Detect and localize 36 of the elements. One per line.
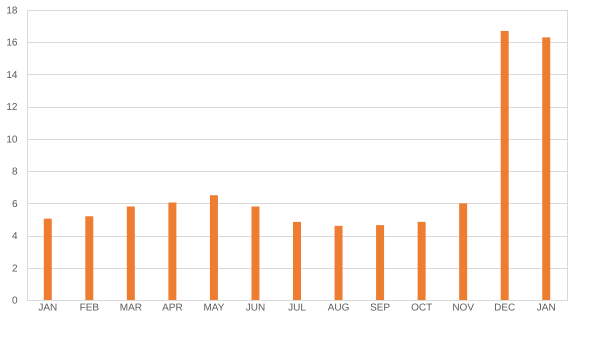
bar xyxy=(85,216,94,300)
bar xyxy=(459,203,468,300)
bar xyxy=(126,206,135,300)
x-tick-label: JAN xyxy=(536,302,556,314)
bar xyxy=(251,206,260,300)
x-tick-label: MAY xyxy=(203,302,225,314)
x-tick-label: JUN xyxy=(246,302,266,314)
x-tick-label: OCT xyxy=(411,302,432,314)
x-tick-label: AUG xyxy=(328,302,350,314)
x-tick-label: DEC xyxy=(494,302,516,314)
x-tick-label: APR xyxy=(162,302,183,314)
bar xyxy=(293,222,301,300)
x-tick-label: FEB xyxy=(80,302,100,314)
bar xyxy=(418,222,426,300)
y-tick-label: 10 xyxy=(6,134,18,146)
x-tick-label: JAN xyxy=(38,302,58,314)
bar xyxy=(168,202,176,300)
bar xyxy=(542,37,550,300)
y-tick-label: 12 xyxy=(6,102,18,114)
x-tick-label: NOV xyxy=(452,302,474,314)
y-tick-label: 8 xyxy=(12,166,18,178)
bar xyxy=(210,195,218,300)
y-tick-label: 18 xyxy=(6,6,18,16)
bar xyxy=(334,226,343,300)
y-tick-label: 14 xyxy=(6,70,18,81)
y-tick-label: 16 xyxy=(6,38,18,49)
y-tick-label: 0 xyxy=(12,296,18,306)
y-tick-label: 2 xyxy=(12,263,18,274)
bar xyxy=(44,218,52,300)
bar xyxy=(376,225,384,300)
y-tick-label: 4 xyxy=(12,231,18,242)
y-tick-label: 6 xyxy=(12,198,18,210)
bar xyxy=(500,30,509,300)
x-tick-label: MAR xyxy=(120,302,142,314)
x-tick-label: JUL xyxy=(288,302,306,314)
x-tick-label: SEP xyxy=(370,302,390,314)
